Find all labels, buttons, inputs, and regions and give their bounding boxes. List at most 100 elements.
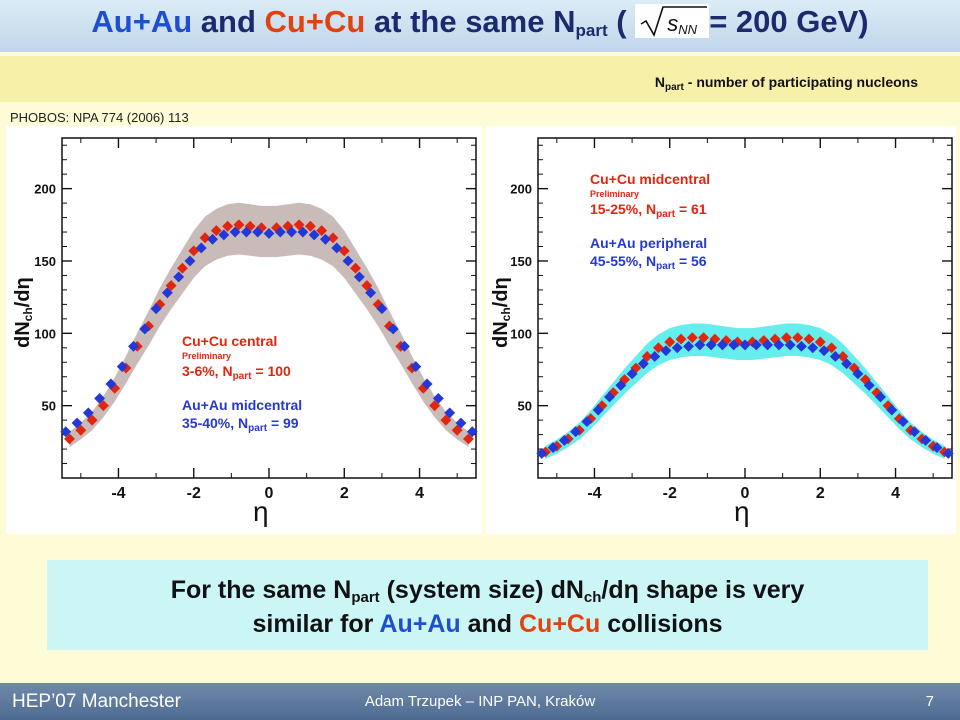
left-xtick-label: -2 [187,485,201,502]
left-point-auau [252,226,264,238]
right-point-auau [762,339,774,351]
right-legend: Cu+Cu midcentral Preliminary 15-25%, Npa… [590,170,710,276]
left-point-auau [207,233,218,245]
right-point-auau [784,339,796,351]
left-point-auau [297,226,309,238]
left-plot: 50 100 150 200 -4 -2 0 2 4 dNch/dη η Cu+Cu centr… [6,126,482,534]
left-point-auau [399,340,410,352]
right-ytick-label: 200 [510,182,532,197]
left-xtick-label: 4 [415,485,424,502]
right-point-auau [818,345,830,357]
left-point-cucu [199,232,211,244]
left-ytick-label: 50 [42,399,56,414]
right-xlabel: η [734,496,750,527]
right-point-auau [750,339,762,351]
right-plot: 50 100 150 200 -4 -2 0 2 4 dNch/dη η Cu+Cu midce… [486,126,956,534]
left-point-cucu [293,219,305,231]
right-point-auau [581,416,593,428]
right-point-auau [773,339,785,351]
left-point-cucu [304,220,316,232]
left-legend-prelim: Preliminary [182,351,232,361]
left-point-cucu [463,433,474,445]
sqrt-s: s [667,11,679,36]
left-point-auau [365,287,377,299]
left-point-cucu [210,225,222,237]
left-point-cucu [361,280,373,292]
title-bar [0,0,960,52]
right-ytick-label: 150 [510,254,532,269]
slide-title: Au+Au and Cu+Cu at the same Npart ( sNN … [0,4,960,41]
left-point-cucu [233,219,245,231]
left-point-cucu [97,400,109,412]
left-ytick-label: 150 [34,254,56,269]
right-point-auau [796,340,807,352]
right-point-auau [615,379,627,391]
footer-page-number: 7 [925,693,934,710]
left-point-auau [286,226,298,238]
right-point-auau [739,339,751,351]
right-xtick-label: 0 [741,485,750,502]
title-auau: Au+Au [91,4,193,39]
left-point-cucu [451,424,463,436]
npart-note: Npart - number of participating nucleons [654,74,918,93]
right-xtick-label: 2 [816,485,825,502]
left-point-auau [128,340,139,352]
right-point-cucu [792,332,804,344]
conclusion-line-2: similar for Au+Au and Cu+Cu collisions [252,610,723,638]
left-point-auau [376,303,388,315]
left-point-cucu [440,414,452,426]
right-point-auau [886,404,898,416]
left-legend-red-title: Cu+Cu central [182,333,278,349]
left-point-auau [218,229,230,241]
right-point-cucu [641,351,653,362]
subtitle-band [0,56,960,102]
right-point-cucu [698,332,710,344]
right-point-auau [728,339,740,351]
left-point-cucu [75,424,87,436]
conclusion-box: For the same Npart (system size) dNch/dη… [47,560,928,650]
left-chart-svg: 50 100 150 200 -4 -2 0 2 4 [34,137,478,502]
left-ytick-label: 100 [34,326,56,341]
source-citation: PHOBOS: NPA 774 (2006) 113 [10,110,189,125]
right-legend-prelim: Preliminary [590,189,640,199]
right-point-auau [660,345,672,357]
right-point-auau [852,368,864,380]
right-point-auau [592,404,604,416]
left-xtick-label: 2 [340,485,349,502]
left-point-auau [308,229,320,241]
left-point-auau [432,392,444,404]
right-point-cucu [837,351,849,362]
left-point-auau [466,426,478,438]
left-point-cucu [165,280,177,292]
footer-author: Adam Trzupek – INP PAN, Kraków [364,693,596,710]
left-point-auau [105,378,117,390]
left-point-cucu [86,414,98,426]
right-point-cucu [675,333,687,345]
right-xtick-label: -4 [587,485,601,502]
right-point-auau [908,426,920,438]
right-point-auau [637,358,649,370]
right-ytick-label: 50 [518,399,532,414]
right-point-auau [547,442,559,454]
right-point-auau [931,442,943,454]
right-point-cucu [814,336,826,348]
right-point-auau [829,351,841,362]
right-point-auau [705,339,717,351]
left-point-auau [82,407,94,419]
left-point-auau [60,426,72,438]
title-and: and [200,4,256,39]
left-legend-blue-npart: 35-40%, Npart = 99 [182,415,299,434]
right-ylabel: dNch/dη [490,277,513,348]
right-point-cucu [803,333,815,345]
left-point-auau [353,271,365,283]
title-paren: ( [616,4,627,39]
left-point-auau [240,226,252,238]
title-cucu: Cu+Cu [264,4,366,39]
left-point-auau [342,255,354,267]
left-point-auau [387,323,399,335]
sqrt-symbol: sNN [635,4,710,38]
left-xlabel: η [253,496,269,527]
right-point-auau [604,391,615,403]
left-point-auau [195,242,207,254]
right-legend-blue-title: Au+Au peripheral [590,235,708,251]
